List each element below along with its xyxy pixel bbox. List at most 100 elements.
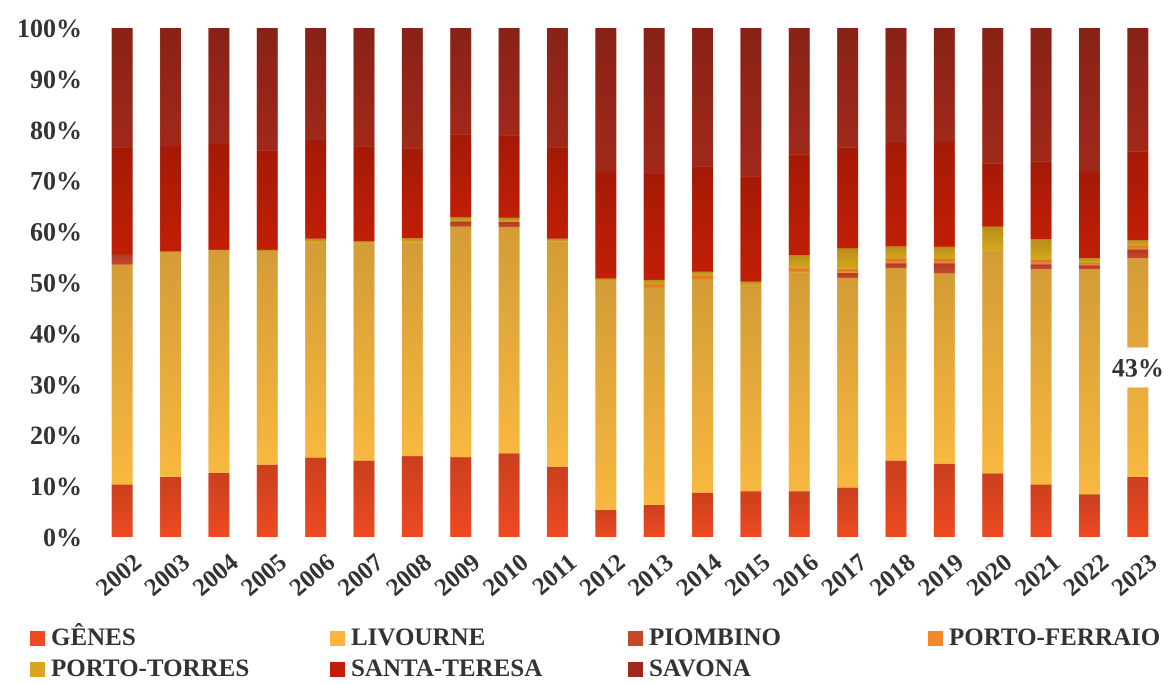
bar-segment	[305, 139, 327, 239]
x-tick-label: 2005	[236, 549, 292, 602]
bar-segment	[353, 28, 375, 147]
bar-segment	[450, 134, 472, 218]
bar-segment	[546, 466, 568, 537]
bar-segment	[885, 246, 907, 259]
y-tick-label: 70%	[30, 167, 82, 196]
legend-swatch	[30, 630, 45, 646]
bar-segment	[450, 457, 472, 537]
y-axis: 0% 10% 20% 30% 40% 50% 60% 70% 80% 90% 100%	[17, 14, 82, 552]
bar-stack-2002	[111, 28, 133, 537]
x-tick-label: 2014	[672, 548, 728, 601]
bar-segment	[788, 154, 810, 256]
bar-segment	[256, 28, 278, 151]
bar-segment	[837, 147, 859, 249]
y-tick-label: 30%	[30, 370, 82, 399]
y-tick-label: 90%	[30, 65, 82, 94]
bar-stack-2003	[160, 28, 182, 537]
bar-segment	[837, 272, 859, 278]
bar-stack-2022	[1078, 28, 1100, 537]
bar-segment	[643, 288, 665, 505]
bar-stack-2015	[740, 28, 762, 537]
bar-stack-2014	[692, 28, 714, 537]
bar-segment	[982, 250, 1004, 474]
legend-label: PORTO-FERRAIO	[949, 624, 1161, 651]
bar-segment	[643, 173, 665, 280]
bar-segment	[885, 142, 907, 247]
bar-stack-2008	[401, 28, 423, 537]
bar-segment	[1030, 239, 1052, 260]
bar-segment	[1127, 240, 1149, 246]
bar-segment	[885, 263, 907, 269]
bar-segment	[692, 28, 714, 167]
bar-segment	[933, 258, 955, 264]
bar-segment	[740, 285, 762, 492]
bar-segment	[837, 268, 859, 273]
bar-segment	[1030, 161, 1052, 240]
bar-segment	[208, 472, 230, 537]
bar-segment	[1030, 269, 1052, 485]
bar-segment	[256, 251, 278, 465]
legend-item: PORTO-FERRAIO	[928, 624, 1160, 652]
x-tick-label: 2022	[1058, 549, 1114, 602]
bar-segment	[1030, 484, 1052, 537]
bar-segment	[111, 28, 133, 148]
bar-segment	[837, 248, 859, 269]
x-axis: 2002200320042005200620072008200920102011…	[91, 548, 1162, 601]
y-tick-label: 100%	[17, 14, 82, 43]
bar-segment	[740, 281, 762, 286]
legend-swatch	[30, 661, 45, 677]
bar-stack-2007	[353, 28, 375, 537]
bar-segment	[160, 476, 182, 537]
bar-segment	[160, 251, 182, 477]
y-tick-label: 50%	[30, 269, 82, 298]
y-tick-label: 40%	[30, 319, 82, 348]
y-tick-label: 80%	[30, 116, 82, 145]
legend-item: LIVOURNE	[330, 624, 485, 652]
x-tick-label: 2006	[285, 549, 341, 602]
legend-item: SAVONA	[628, 655, 751, 683]
bar-segment	[982, 163, 1004, 227]
bar-segment	[933, 273, 955, 464]
x-tick-label: 2010	[478, 549, 534, 602]
data-label: 43%	[1112, 354, 1164, 383]
bar-segment	[111, 264, 133, 485]
data-labels: 43%	[1109, 347, 1166, 388]
bar-segment	[885, 460, 907, 537]
bar-segment	[982, 473, 1004, 537]
bar-segment	[692, 275, 714, 280]
x-tick-label: 2023	[1107, 549, 1163, 602]
bar-segment	[498, 217, 520, 222]
legend-label: PIOMBINO	[649, 624, 781, 651]
bar-segment	[401, 148, 423, 239]
bar-stack-2018	[885, 28, 907, 537]
y-tick-label: 10%	[30, 472, 82, 501]
bar-stack-2020	[982, 28, 1004, 537]
legend: GÊNES LIVOURNE PIOMBINO PORTO-FERRAIO PORTO-…	[0, 622, 1173, 684]
bar-segment	[885, 28, 907, 143]
bar-segment	[933, 28, 955, 143]
bar-segment	[837, 277, 859, 488]
bar-segment	[305, 238, 327, 243]
x-tick-label: 2008	[381, 549, 437, 602]
x-tick-label: 2019	[913, 549, 969, 602]
bar-segment	[1030, 259, 1052, 265]
legend-swatch	[628, 661, 643, 677]
legend-item: SANTA-TERESA	[330, 655, 542, 683]
bar-segment	[1127, 249, 1149, 259]
bar-segment	[305, 242, 327, 458]
bar-segment	[208, 143, 230, 250]
bar-segment	[692, 166, 714, 272]
bar-segment	[692, 271, 714, 276]
bar-segment	[595, 510, 617, 537]
bar-segment	[595, 171, 617, 279]
bar-segment	[788, 255, 810, 269]
bar-stack-2011	[546, 28, 568, 537]
bar-segment	[740, 491, 762, 537]
bar-segment	[353, 241, 375, 244]
bar-segment	[837, 487, 859, 537]
x-tick-label: 2012	[575, 549, 631, 602]
bar-segment	[498, 28, 520, 136]
bar-segment	[933, 263, 955, 274]
bar-stack-2012	[595, 28, 617, 537]
bar-stack-2013	[643, 28, 665, 537]
